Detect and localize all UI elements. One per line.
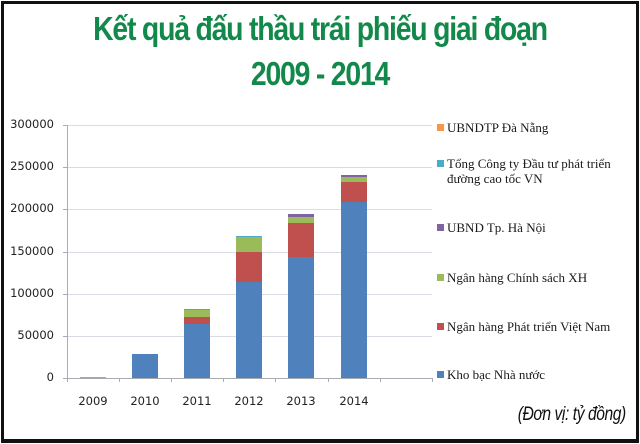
bar-segment [236,237,262,252]
bar-segment [288,217,314,224]
gridline [64,167,432,168]
x-tick-mark [432,378,433,382]
unit-note: (Đơn vị: tỷ đồng) [517,404,626,425]
legend-swatch-icon [437,224,444,231]
y-tick-label: 100000 [10,286,54,300]
legend-item-ha-noi: UBND Tp. Hà Nội [437,220,546,235]
legend-item-chinh-sach: Ngân hàng Chính sách XH [437,270,587,285]
y-tick-label: 50000 [17,328,54,342]
bar-segment [341,182,367,203]
bar-2009 [80,376,106,378]
x-tick-label: 2014 [339,394,369,408]
legend-label: Ngân hàng Chính sách XH [447,270,588,285]
bar-segment [184,324,210,378]
bar-segment [341,175,367,178]
y-tick-mark [63,294,67,295]
legend-label: Tổng Công ty Đầu tư phát triển đường cao… [447,156,611,186]
legend-label: Ngân hàng Phát triển Việt Nam [447,319,611,334]
bar-segment [236,281,262,378]
bar-segment [236,251,262,282]
legend-swatch-icon [437,274,444,281]
legend-item-phat-trien: Ngân hàng Phát triển Việt Nam [437,319,610,334]
bar-segment [236,236,262,238]
x-tick-mark [328,378,329,382]
legend-swatch-icon [437,160,444,167]
bar-segment [288,256,314,378]
x-tick-label: 2009 [78,394,108,408]
bar-2011 [184,309,210,378]
legend-item-da-nang: UBNDTP Đà Nẵng [437,120,548,135]
bar-segment [341,202,367,378]
x-tick-label: 2012 [234,394,264,408]
x-tick-mark [119,378,120,382]
x-tick-label: 2011 [182,394,212,408]
y-tick-mark [63,209,67,210]
legend-label: UBNDTP Đà Nẵng [447,120,549,135]
x-tick-mark [67,378,68,382]
legend-swatch-icon [437,323,444,330]
y-tick-label: 150000 [10,244,54,258]
bar-segment [341,177,367,183]
bar-segment [288,223,314,257]
bar-2013 [288,214,314,378]
chart-title-line1: Kết quả đấu thầu trái phiếu giai đoạn [93,10,548,47]
legend-swatch-icon [437,124,444,131]
legend-swatch-icon [437,371,444,378]
x-tick-mark [171,378,172,382]
legend-label: Kho bạc Nhà nước [447,367,546,382]
chart-title-line2: 2009 - 2014 [250,55,390,92]
y-tick-mark [63,125,67,126]
bar-segment [184,316,210,325]
x-tick-label: 2013 [286,394,316,408]
x-tick-mark [380,378,381,382]
x-tick-mark [223,378,224,382]
bar-2014 [341,175,367,378]
y-tick-mark [63,252,67,253]
bar-segment [288,214,314,218]
y-tick-label: 300000 [10,117,54,131]
bar-2010 [132,354,158,378]
bar-segment [184,309,210,317]
legend-item-kho-bac: Kho bạc Nhà nước [437,367,545,382]
x-tick-mark [275,378,276,382]
legend-item-tong-cong-ty: Tổng Công ty Đầu tư phát triển đường cao… [437,156,633,186]
y-tick-mark [63,336,67,337]
bar-segment [80,376,106,378]
x-axis [64,378,432,379]
gridline [64,125,432,126]
y-tick-mark [63,167,67,168]
bar-2012 [236,236,262,378]
y-tick-label: 0 [46,370,54,384]
gridline [64,209,432,210]
bar-segment [132,354,158,378]
y-axis [67,125,68,379]
y-tick-label: 250000 [10,159,54,173]
legend-label: UBND Tp. Hà Nội [447,220,546,235]
x-tick-label: 2010 [130,394,160,408]
y-tick-label: 200000 [10,201,54,215]
